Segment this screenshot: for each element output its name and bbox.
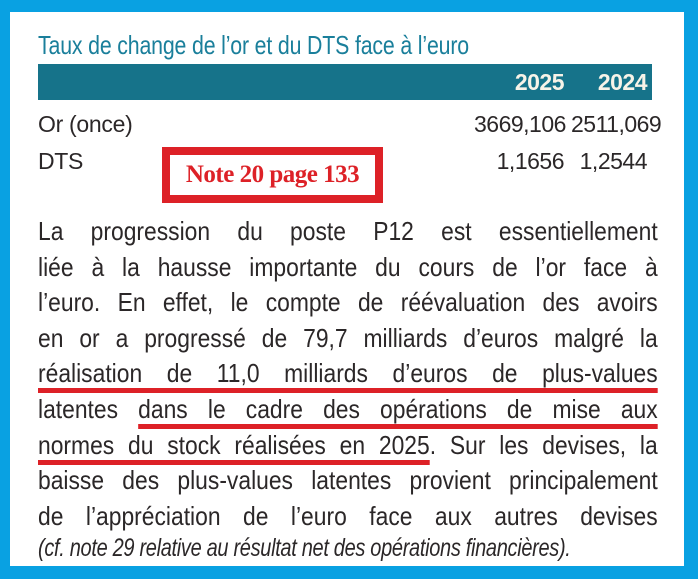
paragraph-line: l’euro. En effet, le compte de réévaluat…: [38, 285, 658, 321]
body-text: La progression du poste P12 est essentie…: [38, 216, 658, 246]
body-text: . Sur les devises, la: [429, 429, 658, 460]
value-2025: 1,1656: [496, 147, 565, 174]
body-text: latentes: [38, 393, 139, 424]
value-2024: 2511,069: [571, 110, 662, 137]
note-annotation-label: Note 20 page 133: [185, 161, 360, 188]
red-underlined-text: dans le cadre des opérations de mise aux: [138, 393, 658, 424]
paragraph-line: latentes dans le cadre des opérations de…: [38, 392, 658, 428]
row-label: DTS: [38, 147, 84, 174]
paragraph-line: réalisation de 11,0 milliards d’euros de…: [38, 356, 658, 392]
value-2024: 1,2544: [579, 147, 648, 174]
body-text: baisse des plus-values latentes provient…: [38, 465, 658, 496]
body-text: liée à la hausse importante du cours de …: [38, 251, 658, 282]
table-title: Taux de change de l’or et du DTS face à …: [38, 30, 469, 60]
note-annotation-box: Note 20 page 133: [162, 147, 383, 203]
red-underlined-text: réalisation de 11,0 milliards d’euros de…: [38, 358, 658, 389]
table-row-or-once: Or (once) 3669,106 2511,069: [38, 106, 662, 142]
table-header-bar: 2025 2024: [38, 64, 652, 100]
red-underlined-text: normes du stock réalisées en 2025: [38, 429, 430, 460]
paragraph-line: en or a progressé de 79,7 milliards d’eu…: [38, 321, 658, 357]
paragraph-line: La progression du poste P12 est essentie…: [38, 214, 658, 250]
column-header-2024: 2024: [597, 68, 648, 95]
paragraph-line: normes du stock réalisées en 2025. Sur l…: [38, 428, 658, 464]
body-text: en or a progressé de 79,7 milliards d’eu…: [38, 322, 658, 353]
table-row-dts: DTS 1,1656 1,2544: [38, 143, 652, 179]
row-label: Or (once): [38, 110, 133, 137]
body-paragraph: La progression du poste P12 est essentie…: [38, 214, 658, 534]
body-text: de l’appréciation de l’euro face aux aut…: [38, 500, 658, 531]
body-text: l’euro. En effet, le compte de réévaluat…: [38, 287, 658, 318]
value-2025: 3669,106: [474, 110, 566, 137]
column-header-2025: 2025: [514, 68, 565, 95]
paragraph-line: liée à la hausse importante du cours de …: [38, 250, 658, 286]
paragraph-line: de l’appréciation de l’euro face aux aut…: [38, 499, 658, 535]
paragraph-line: baisse des plus-values latentes provient…: [38, 463, 658, 499]
footnote-italic: (cf. note 29 relative au résultat net de…: [38, 534, 571, 562]
